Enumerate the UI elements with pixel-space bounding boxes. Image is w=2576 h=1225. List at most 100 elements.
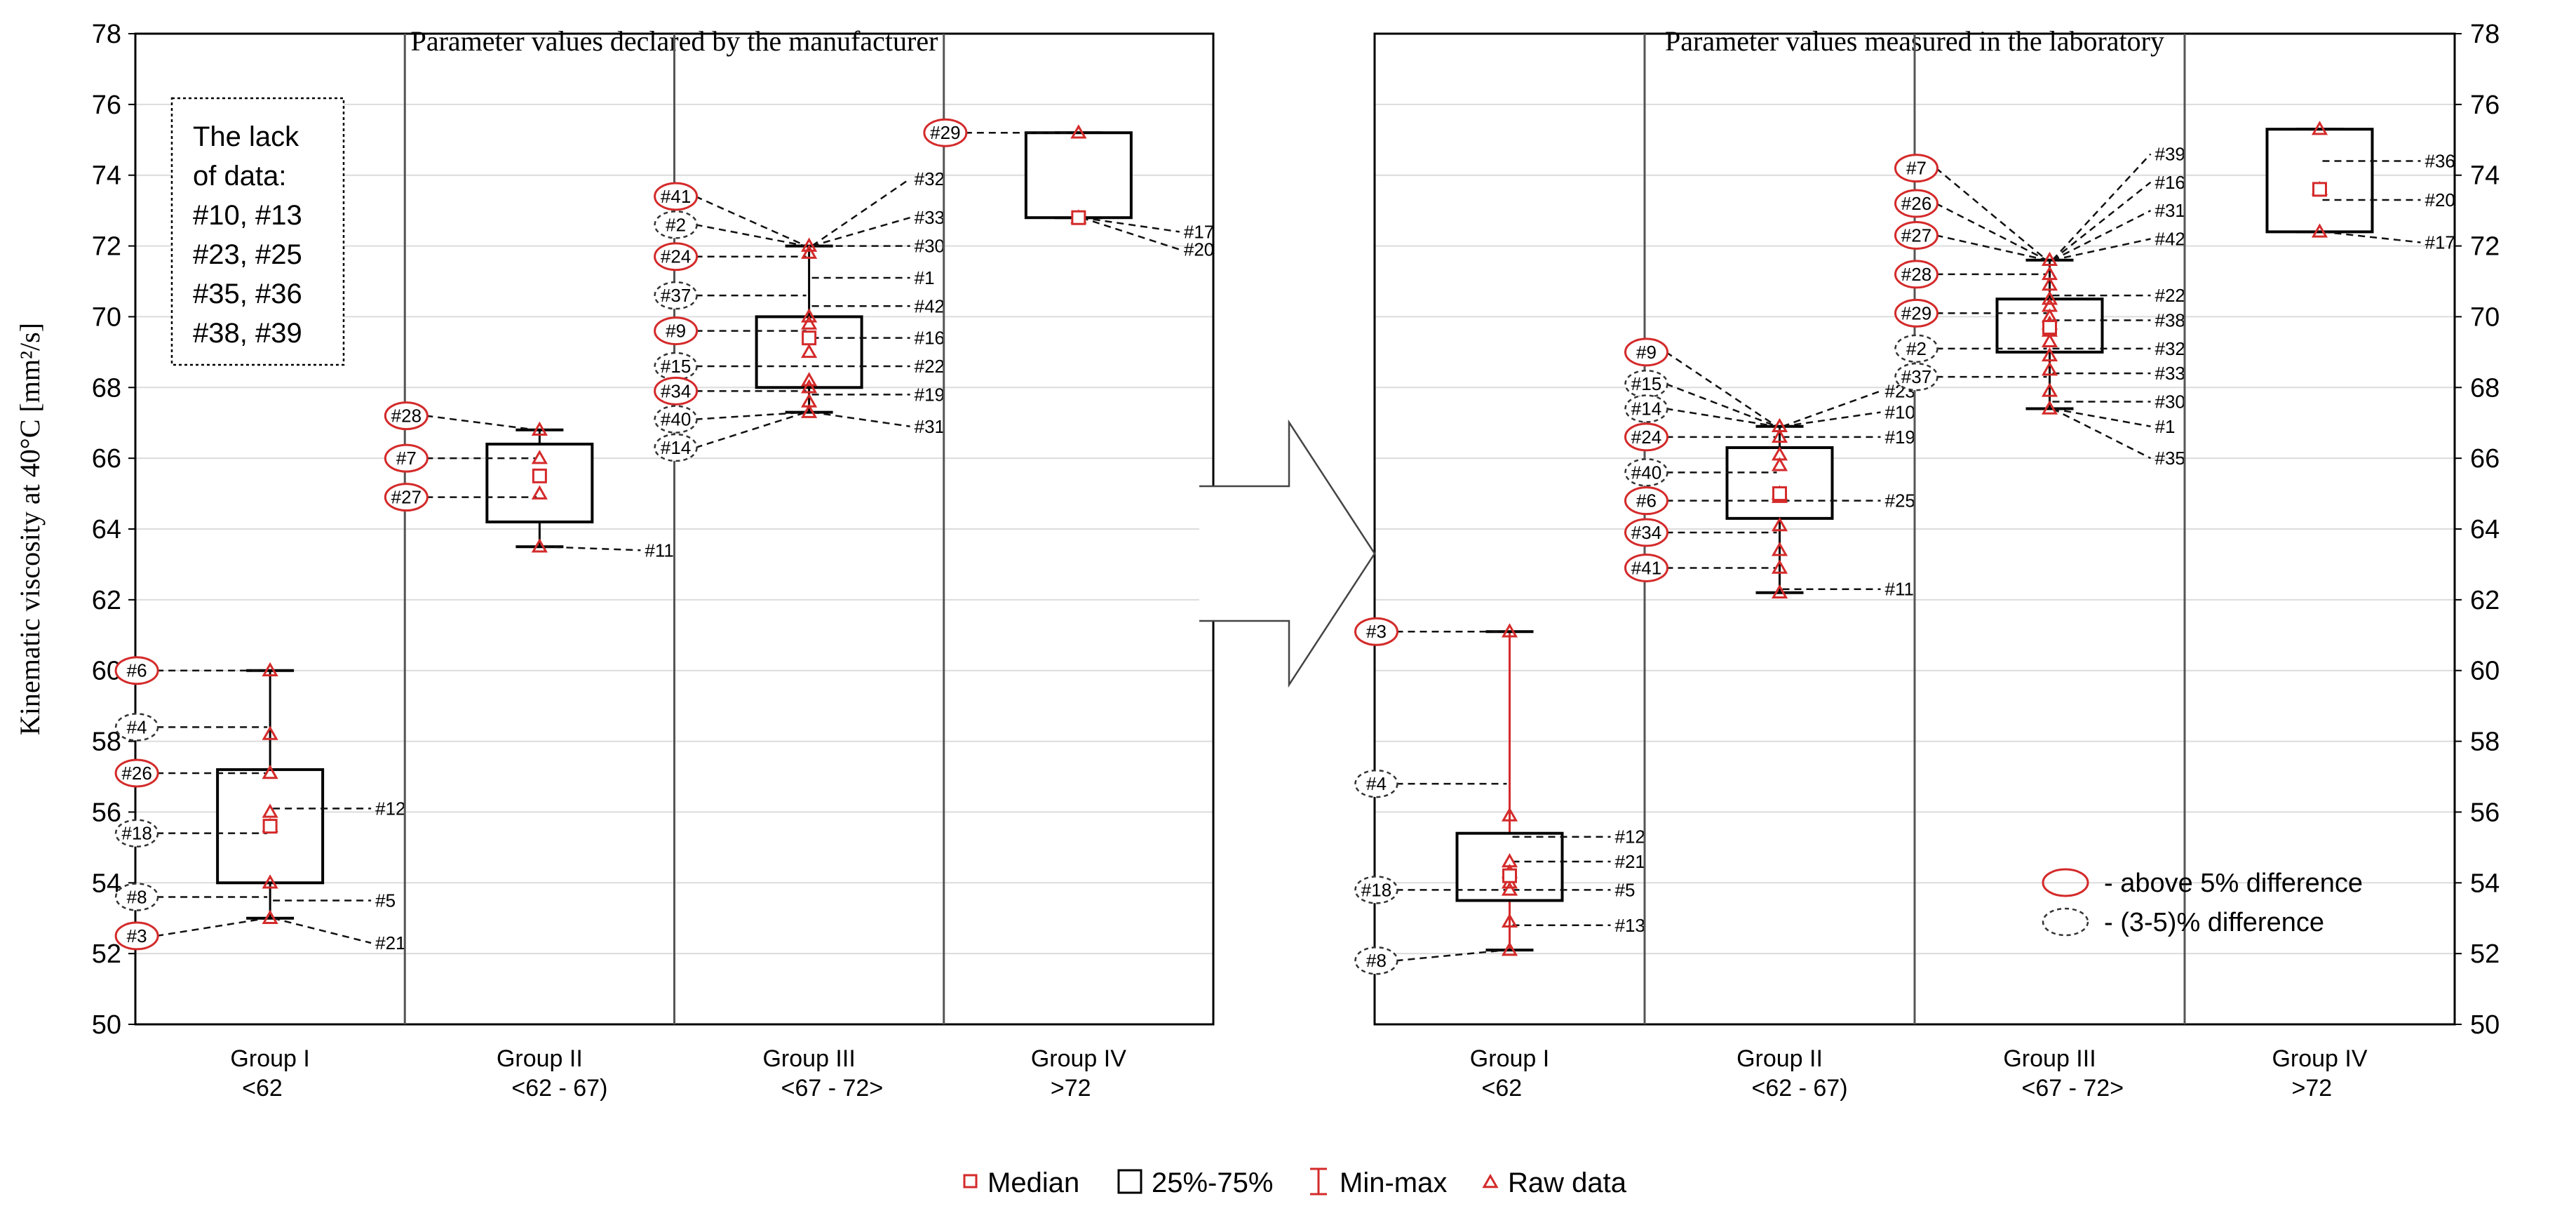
y-tick-label: 70: [92, 302, 121, 332]
sample-id-label: #34: [1631, 522, 1661, 543]
raw-data-point: [2041, 347, 2058, 362]
group-2: Group II <62 - 67) #9 #15 #14 #24 #40 #6 #34 #41 #…: [1624, 34, 1915, 1102]
highlight-red-ellipse: [1894, 189, 1938, 218]
raw-data-point: [801, 244, 818, 259]
group-range-label: <62 - 67): [1752, 1075, 1848, 1102]
raw-data-point: [1501, 807, 1518, 822]
group-3: Group III <67 - 72> #7 #26 #27 #28 #29 #2 #37 #39…: [1894, 34, 2185, 1102]
sample-id-label: #32: [2155, 338, 2185, 359]
sample-id-label: #18: [121, 823, 151, 844]
highlight-red-ellipse: [114, 921, 159, 951]
y-tick-label: 52: [92, 939, 121, 969]
raw-data-point: [2041, 251, 2058, 266]
y-tick-label: 72: [2470, 232, 2500, 262]
y-tick-label: 50: [92, 1010, 121, 1040]
raw-data-point: [1771, 559, 1788, 574]
highlight-red-ellipse: [384, 401, 429, 431]
note-line: #38, #39: [193, 318, 302, 349]
y-tick-label: 62: [2470, 586, 2500, 615]
highlight-red-ellipse: [654, 182, 699, 211]
sample-id-label: #2: [666, 214, 686, 235]
leader-line: [542, 545, 641, 551]
transition-arrow: [1199, 419, 1376, 688]
sample-id-label: #41: [661, 186, 691, 207]
sample-id-label: #15: [1631, 373, 1661, 394]
group-1: Group I <62 #3 #4 #18 #8 #12 #21 #5 #13: [1354, 617, 1645, 1102]
sample-id-label: #11: [645, 540, 673, 561]
group-range-label: <67 - 72>: [781, 1075, 884, 1102]
raw-data-point: [801, 343, 818, 359]
raw-data-point: [531, 538, 548, 553]
raw-data-point: [262, 725, 278, 740]
note-line: of data:: [193, 161, 286, 192]
group-label: Group I: [230, 1045, 309, 1072]
y-tick-label: 64: [92, 515, 121, 544]
median-marker: [532, 468, 547, 483]
highlight-red-ellipse: [1894, 260, 1938, 289]
highlight-gray-ellipse: [1624, 458, 1668, 487]
sample-id-label: #2: [1906, 338, 1927, 359]
highlight-gray-ellipse: [654, 281, 698, 310]
leader-line: [1782, 411, 1881, 427]
y-tick-label: 70: [2470, 302, 2500, 332]
raw-data-point: [262, 764, 278, 779]
sample-id-label: #29: [930, 122, 960, 143]
leader-line: [811, 178, 911, 247]
highlight-red-ellipse: [1894, 154, 1938, 183]
raw-data-point: [1771, 542, 1788, 556]
highlight-gray-ellipse: [1894, 362, 1938, 391]
highlight-red-ellipse: [384, 443, 429, 473]
y-tick-label: 66: [2470, 444, 2500, 474]
group-range-label: >72: [1051, 1075, 1091, 1102]
box-legend-icon: [1117, 1169, 1142, 1194]
sample-id-label: #17: [2425, 232, 2455, 253]
median-marker: [1071, 210, 1086, 225]
highlight-gray-ellipse: [1624, 394, 1668, 423]
raw-data-point: [262, 662, 278, 676]
highlight-red-ellipse: [384, 483, 429, 512]
highlight-red-ellipse: [1894, 298, 1938, 328]
leader-line: [1935, 167, 2048, 261]
leader-line: [1782, 390, 1881, 427]
missing-data-note: The lack of data: #10, #13 #23, #25 #35, #36…: [170, 97, 345, 366]
raw-data-point: [2041, 382, 2058, 397]
group-range-label: <62: [1482, 1075, 1523, 1102]
raw-data-point: [1501, 623, 1518, 638]
red-ellipse-icon: [2042, 868, 2089, 897]
y-tick-label: 78: [2470, 20, 2500, 49]
highlight-gray-ellipse: [1354, 769, 1398, 798]
box-iqr: [755, 315, 863, 389]
leader-line: [156, 917, 268, 937]
sample-id-label: #35: [2155, 448, 2185, 469]
raw-data-point: [2311, 121, 2328, 135]
y-tick-label: 74: [2470, 161, 2500, 191]
raw-data-point: [801, 372, 818, 387]
group-label: Group III: [2003, 1045, 2096, 1072]
legend-3-5: - (3-5)% difference: [2104, 908, 2324, 937]
sample-id-label: #27: [1901, 225, 1931, 246]
sample-id-label: #19: [915, 384, 945, 405]
sample-id-label: #30: [2155, 391, 2185, 412]
leader-line: [2051, 153, 2152, 261]
sample-id-label: #42: [915, 295, 945, 316]
raw-data-point: [2041, 361, 2058, 376]
leader-line: [1081, 216, 1180, 233]
gray-ellipse-icon: [2042, 907, 2089, 937]
y-tick-label: 56: [2470, 798, 2500, 827]
raw-data-point: [1771, 428, 1788, 443]
sample-id-label: #15: [661, 356, 691, 377]
y-tick-label: 76: [2470, 91, 2500, 120]
raw-data-point: [1771, 584, 1788, 599]
leader-line: [695, 195, 807, 247]
sample-id-label: #18: [1361, 879, 1391, 900]
group-1: Group I <62 #6 #4 #26 #18 #8 #3 #12 #5 #21: [114, 656, 406, 1102]
raw-data-point: [2311, 223, 2328, 238]
sample-id-label: #14: [1631, 399, 1661, 420]
leader-line: [2051, 181, 2152, 261]
group-range-label: <62 - 67): [511, 1075, 607, 1102]
panel-1: Parameter values declared by the manufac…: [14, 20, 1215, 1102]
leader-line: [2051, 210, 2152, 261]
sample-id-label: #26: [121, 763, 151, 784]
group-label: Group I: [1470, 1045, 1549, 1072]
leader-line: [1935, 202, 2048, 261]
